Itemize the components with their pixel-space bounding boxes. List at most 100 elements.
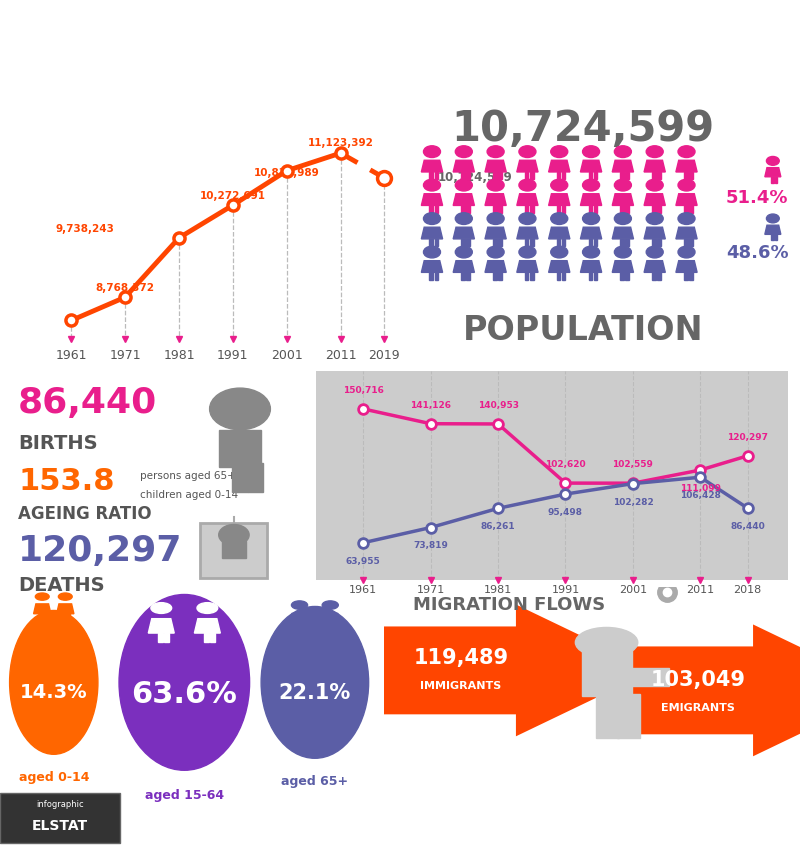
Text: 153.8: 153.8 — [18, 468, 114, 496]
Polygon shape — [517, 161, 538, 172]
Polygon shape — [581, 161, 602, 172]
Circle shape — [678, 179, 695, 191]
Polygon shape — [676, 161, 697, 172]
Circle shape — [487, 246, 504, 258]
Circle shape — [423, 212, 441, 224]
Bar — [462, 172, 465, 179]
FancyBboxPatch shape — [201, 524, 267, 578]
Bar — [248, 463, 262, 492]
Circle shape — [614, 212, 631, 224]
Bar — [589, 239, 592, 246]
Polygon shape — [644, 161, 666, 172]
Text: DEATHS: DEATHS — [18, 575, 105, 594]
Bar — [434, 239, 438, 246]
Polygon shape — [290, 614, 310, 625]
Bar — [631, 668, 669, 687]
Polygon shape — [676, 194, 697, 206]
Text: AND MIGRATION FLOWS, 2018: AND MIGRATION FLOWS, 2018 — [153, 62, 647, 90]
Text: #GreekDataMatter: #GreekDataMatter — [590, 811, 754, 825]
Text: 51.4%: 51.4% — [726, 189, 788, 207]
Polygon shape — [517, 194, 538, 206]
Circle shape — [519, 212, 536, 224]
Bar — [594, 172, 597, 179]
Bar — [525, 205, 529, 212]
Polygon shape — [453, 161, 474, 172]
Bar — [430, 172, 433, 179]
Circle shape — [646, 179, 663, 191]
Text: 103,049: 103,049 — [650, 671, 746, 690]
Text: IMMIGRANTS: IMMIGRANTS — [420, 682, 502, 691]
Bar — [658, 205, 661, 212]
Circle shape — [550, 246, 568, 258]
Text: 11,123,392: 11,123,392 — [308, 139, 374, 148]
Circle shape — [678, 246, 695, 258]
Circle shape — [487, 146, 504, 157]
Polygon shape — [453, 261, 474, 272]
Circle shape — [519, 246, 536, 258]
Bar — [589, 172, 592, 179]
Text: MIGRATION FLOWS: MIGRATION FLOWS — [413, 597, 605, 615]
Bar — [430, 239, 433, 246]
Bar — [530, 172, 534, 179]
Text: POPULATION: POPULATION — [462, 314, 703, 347]
Text: 120,297: 120,297 — [727, 433, 768, 442]
Text: 10,724,599: 10,724,599 — [451, 109, 714, 150]
Bar — [596, 694, 619, 739]
Polygon shape — [422, 161, 442, 172]
Circle shape — [519, 179, 536, 191]
Circle shape — [455, 246, 472, 258]
Circle shape — [614, 246, 631, 258]
Text: ESTIMATED POPULATION 1.1.2019: ESTIMATED POPULATION 1.1.2019 — [122, 18, 678, 46]
Text: 106,428: 106,428 — [680, 491, 721, 500]
Circle shape — [423, 146, 441, 157]
Bar — [67, 614, 70, 620]
Bar — [462, 239, 465, 246]
Bar — [620, 205, 624, 212]
Bar — [493, 172, 497, 179]
Bar — [652, 205, 656, 212]
Circle shape — [210, 388, 270, 430]
Text: 102,282: 102,282 — [613, 497, 654, 507]
Bar — [626, 239, 629, 246]
Polygon shape — [422, 194, 442, 206]
Polygon shape — [612, 227, 634, 239]
Polygon shape — [517, 261, 538, 272]
FancyBboxPatch shape — [363, 604, 654, 736]
Text: infographic: infographic — [36, 800, 84, 808]
Bar — [626, 272, 629, 280]
Bar — [204, 632, 209, 643]
Bar — [530, 272, 534, 280]
Bar — [771, 234, 774, 241]
Bar — [462, 272, 465, 280]
Circle shape — [582, 179, 599, 191]
Circle shape — [550, 179, 568, 191]
Bar — [689, 239, 693, 246]
Text: EMIGRANTS: EMIGRANTS — [661, 703, 735, 713]
Bar — [557, 205, 560, 212]
Polygon shape — [581, 261, 602, 272]
Bar — [589, 205, 592, 212]
Text: persons aged 65+: persons aged 65+ — [140, 472, 235, 481]
Text: 111,099: 111,099 — [680, 484, 721, 493]
Circle shape — [766, 156, 779, 165]
Bar — [44, 614, 47, 620]
Bar — [557, 272, 560, 280]
Bar — [222, 541, 246, 558]
Text: aged 65+: aged 65+ — [282, 775, 349, 789]
Circle shape — [766, 214, 779, 223]
Bar — [525, 272, 529, 280]
Bar — [684, 172, 687, 179]
Bar — [652, 172, 656, 179]
Bar — [434, 172, 438, 179]
Bar — [430, 205, 433, 212]
Polygon shape — [485, 194, 506, 206]
Circle shape — [582, 212, 599, 224]
Text: 10,724,599: 10,724,599 — [438, 171, 512, 184]
Bar — [530, 205, 534, 212]
Text: 14.3%: 14.3% — [20, 683, 87, 702]
Bar — [164, 632, 169, 643]
Circle shape — [455, 146, 472, 157]
Polygon shape — [485, 261, 506, 272]
FancyBboxPatch shape — [600, 625, 800, 756]
Circle shape — [582, 246, 599, 258]
